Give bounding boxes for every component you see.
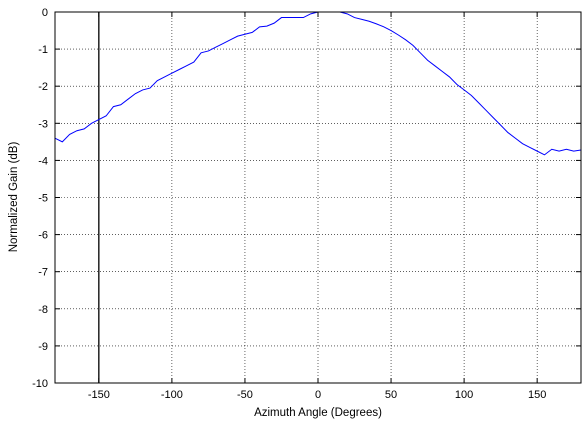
x-tick-label: 50 — [385, 389, 397, 401]
y-axis-label: Normalized Gain (dB) — [8, 142, 20, 253]
x-tick-label: 100 — [455, 389, 473, 401]
tick-marks — [55, 11, 581, 384]
y-tick-label: 0 — [42, 7, 48, 19]
y-tick-label: -4 — [38, 155, 48, 167]
x-tick-label: 0 — [315, 389, 321, 401]
y-tick-label: -5 — [38, 193, 48, 205]
x-tick-label: -100 — [161, 389, 183, 401]
y-tick-label: -9 — [38, 341, 48, 353]
y-tick-label: -10 — [32, 378, 48, 390]
y-tick-label: -1 — [38, 44, 48, 56]
x-tick-label: -150 — [88, 389, 110, 401]
y-tick-label: -6 — [38, 230, 48, 242]
x-tick-label: 150 — [528, 389, 546, 401]
y-tick-label: -8 — [38, 304, 48, 316]
y-tick-labels: -10-9-8-7-6-5-4-3-2-10 — [32, 7, 48, 390]
y-tick-label: -2 — [38, 81, 48, 93]
y-tick-label: -7 — [38, 267, 48, 279]
y-tick-label: -3 — [38, 118, 48, 130]
x-axis-label: Azimuth Angle (Degrees) — [254, 407, 382, 419]
x-tick-labels: -150 -100 -50 0 50 100 150 — [88, 389, 547, 401]
x-tick-label: -50 — [237, 389, 253, 401]
